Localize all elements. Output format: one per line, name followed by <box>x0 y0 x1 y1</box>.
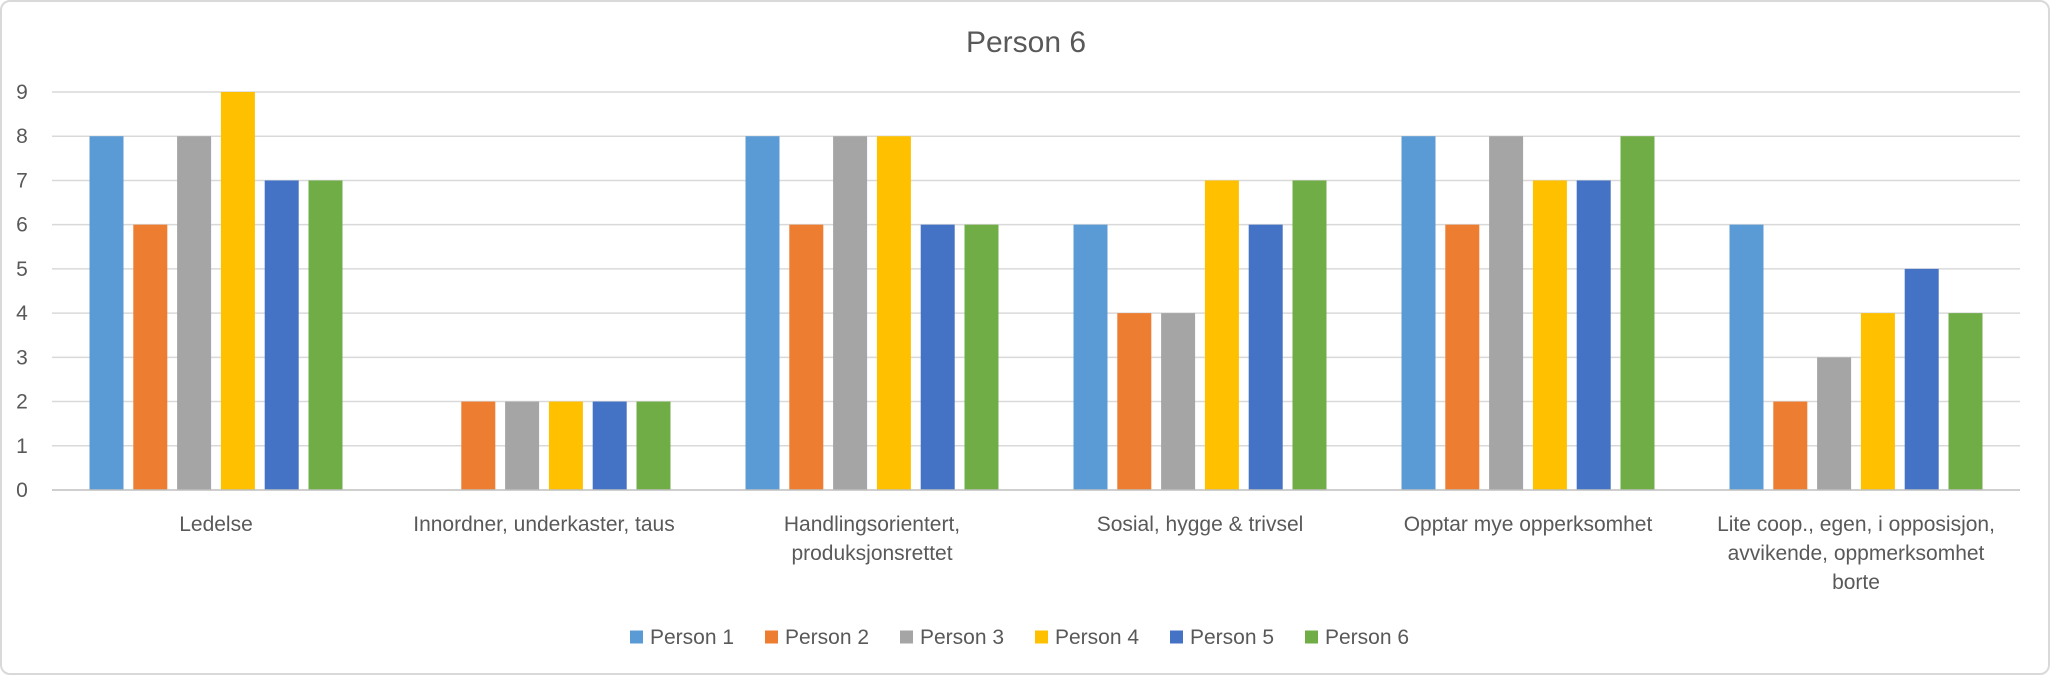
bar-person-5 <box>264 180 299 490</box>
y-tick-label: 8 <box>16 125 28 148</box>
bar-person-1 <box>1401 136 1436 490</box>
category-labels: Ledelse Innordner, underkaster, taus Handl… <box>179 513 1995 594</box>
bar-person-2 <box>133 224 168 490</box>
legend: Person 1 Person 2 Person 3 Person 4 Person 5… <box>630 626 1409 649</box>
x-category-label: Innordner, underkaster, taus <box>413 513 675 536</box>
legend-swatch <box>900 630 913 644</box>
y-tick-label: 0 <box>16 479 28 502</box>
bar-person-5 <box>1904 268 1939 490</box>
bar-person-4 <box>548 401 583 490</box>
x-category-label: Sosial, hygge & trivsel <box>1097 513 1304 536</box>
legend-label: Person 2 <box>785 626 869 649</box>
bar-person-2 <box>789 224 824 490</box>
bar-person-5 <box>1248 224 1283 490</box>
bar-person-6 <box>1292 180 1327 490</box>
legend-label: Person 6 <box>1325 626 1409 649</box>
bar-person-1 <box>89 136 124 490</box>
bar-person-4 <box>220 92 255 490</box>
bar-person-3 <box>177 136 212 490</box>
bar-person-1 <box>1729 224 1764 490</box>
legend-label: Person 3 <box>920 626 1004 649</box>
bar-person-5 <box>1576 180 1611 490</box>
gridlines <box>52 91 2020 447</box>
bar-person-6 <box>636 401 671 490</box>
bar-person-4 <box>876 136 911 490</box>
bar-person-4 <box>1860 313 1895 490</box>
y-tick-label: 3 <box>16 346 28 369</box>
legend-swatch <box>1170 630 1183 644</box>
legend-swatch <box>765 630 778 644</box>
x-category-label: produksjonsrettet <box>791 542 952 565</box>
legend-swatch <box>1305 630 1318 644</box>
legend-label: Person 4 <box>1055 626 1139 649</box>
bar-person-2 <box>1773 401 1808 490</box>
bar-person-4 <box>1532 180 1567 490</box>
y-tick-label: 6 <box>16 214 28 237</box>
legend-swatch <box>1035 630 1048 644</box>
bar-person-1 <box>745 136 780 490</box>
y-tick-label: 7 <box>16 169 28 192</box>
y-tick-label: 5 <box>16 258 28 281</box>
x-category-label: borte <box>1832 571 1880 594</box>
bar-person-3 <box>1161 313 1196 490</box>
legend-label: Person 5 <box>1190 626 1274 649</box>
bar-person-1 <box>1073 224 1108 490</box>
bar-person-2 <box>1117 313 1152 490</box>
y-axis-ticks: 0 1 2 3 4 5 6 7 8 9 <box>16 81 28 502</box>
y-tick-label: 4 <box>16 302 28 325</box>
bar-person-3 <box>833 136 868 490</box>
bar-person-4 <box>1204 180 1239 490</box>
bar-person-6 <box>1620 136 1655 490</box>
bar-person-3 <box>1817 357 1852 490</box>
x-category-label: Opptar mye opperksomhet <box>1404 513 1653 536</box>
chart-title: Person 6 <box>966 26 1086 59</box>
y-tick-label: 9 <box>16 81 28 104</box>
x-category-label: Ledelse <box>179 513 253 536</box>
bar-person-3 <box>505 401 540 490</box>
bar-person-5 <box>592 401 627 490</box>
legend-swatch <box>630 630 643 644</box>
bar-person-2 <box>1445 224 1480 490</box>
bars <box>89 92 1983 490</box>
bar-person-6 <box>1948 313 1983 490</box>
bar-person-6 <box>964 224 999 490</box>
legend-label: Person 1 <box>650 626 734 649</box>
y-tick-label: 2 <box>16 391 28 414</box>
bar-person-2 <box>461 401 496 490</box>
bar-person-5 <box>920 224 955 490</box>
bar-person-6 <box>308 180 343 490</box>
x-category-label: Handlingsorientert, <box>784 513 960 536</box>
bar-person-3 <box>1489 136 1524 490</box>
x-category-label: Lite coop., egen, i opposisjon, <box>1717 513 1995 536</box>
y-tick-label: 1 <box>16 435 28 458</box>
x-category-label: avvikende, oppmerksomhet <box>1728 542 1985 565</box>
